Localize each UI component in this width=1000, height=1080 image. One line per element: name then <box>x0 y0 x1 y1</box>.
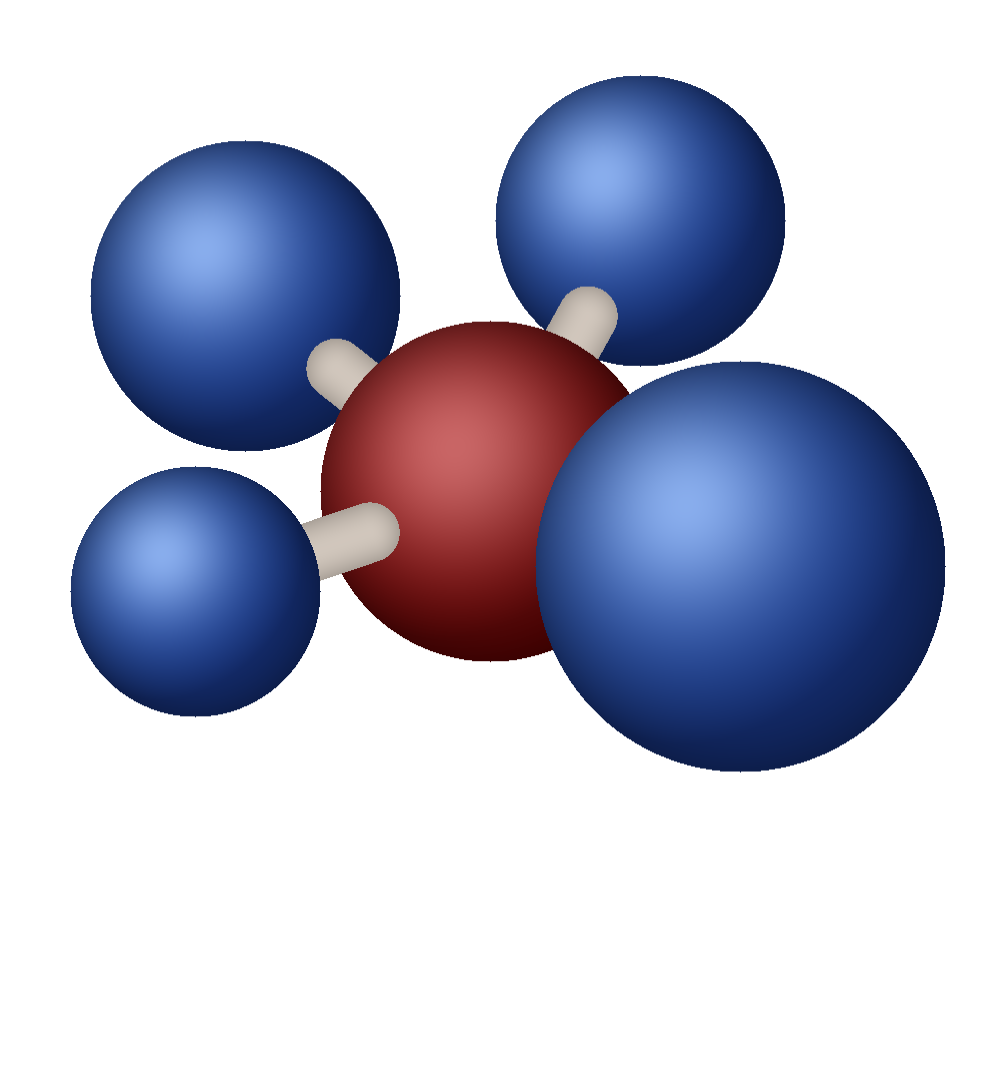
Text: VectorStock.com/21420971: VectorStock.com/21420971 <box>736 1042 985 1059</box>
Text: VectorStock®: VectorStock® <box>15 1041 160 1061</box>
